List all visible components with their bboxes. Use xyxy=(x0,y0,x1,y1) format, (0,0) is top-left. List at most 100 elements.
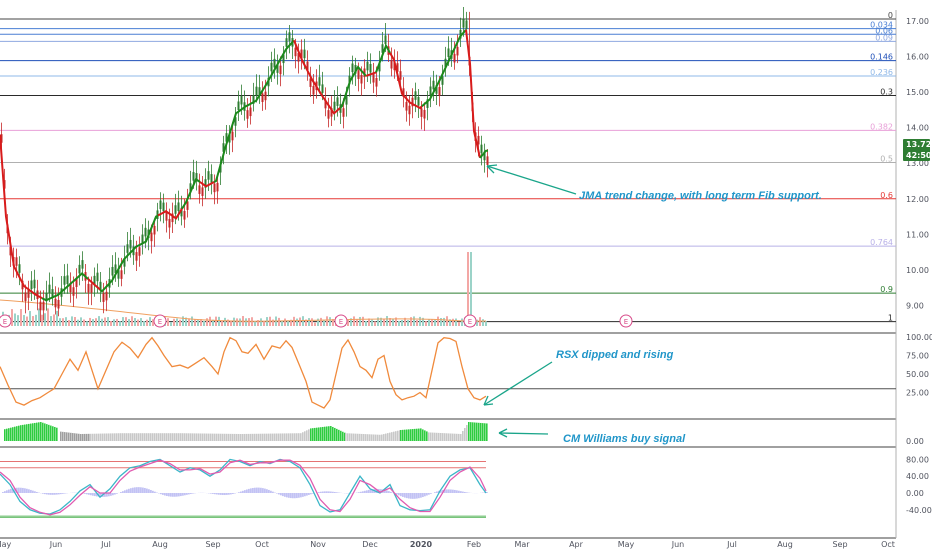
volume-bar xyxy=(167,318,169,326)
cmw-histogram-bar xyxy=(22,424,24,441)
stoch-histogram-bar xyxy=(94,493,96,497)
cmw-histogram-bar xyxy=(312,428,314,441)
candle-body xyxy=(426,99,429,108)
stoch-histogram-bar xyxy=(406,493,408,499)
jma-segment xyxy=(0,134,43,299)
stoch-line xyxy=(0,459,487,516)
volume-bar xyxy=(392,318,394,326)
stoch-histogram-bar xyxy=(276,493,278,494)
volume-bar xyxy=(437,316,439,326)
cmw-histogram-bar xyxy=(460,434,462,441)
time-axis[interactable]: May Jun Jul Aug Sep Oct Nov Dec 2020 Feb Mar Apr May… xyxy=(0,540,895,549)
cmw-histogram-bar xyxy=(124,433,126,441)
volume-bar xyxy=(140,318,142,326)
cmw-histogram-bar xyxy=(474,422,476,441)
cmw-histogram-bar xyxy=(232,433,234,441)
cmw-histogram-bar xyxy=(320,427,322,441)
annotation-cmw-arrow xyxy=(498,432,549,435)
stoch-histogram-bar xyxy=(464,491,466,493)
stoch-histogram-bar xyxy=(486,492,488,493)
time-tick-label: Oct xyxy=(255,540,269,549)
cmw-histogram-bar xyxy=(344,432,346,441)
candle-body xyxy=(417,97,420,106)
candle-body xyxy=(342,108,345,117)
stoch-histogram-bar xyxy=(304,493,306,497)
candle-body xyxy=(165,212,168,221)
stoch-histogram-bar xyxy=(24,488,26,493)
candle-body xyxy=(93,275,96,285)
cmw-histogram-bar xyxy=(294,433,296,441)
cmw-histogram-bar xyxy=(383,434,385,441)
candle-body xyxy=(444,58,447,68)
volume-bar xyxy=(185,317,187,326)
cmw-histogram-bar xyxy=(462,431,464,441)
candle-body xyxy=(18,264,21,273)
cmw-histogram-bar xyxy=(264,433,266,441)
volume-bar xyxy=(407,320,409,326)
cmw-histogram-bar xyxy=(140,433,142,441)
volume-bar xyxy=(224,317,226,326)
time-tick-label: Mar xyxy=(514,540,530,549)
candle-body xyxy=(87,283,90,293)
candle-body xyxy=(111,266,114,276)
stoch-histogram-bar xyxy=(370,489,372,493)
candle-body xyxy=(438,87,441,96)
stoch-histogram-bar xyxy=(46,493,48,495)
time-tick-label: May xyxy=(0,540,12,549)
cmw-histogram-bar xyxy=(56,427,58,441)
annotation-cmw-arrowhead xyxy=(498,428,508,438)
stoch-histogram-bar xyxy=(434,492,436,493)
stoch-histogram-bar xyxy=(8,489,10,493)
volume-bar xyxy=(398,320,400,326)
volume-bar xyxy=(455,318,457,326)
candle-body xyxy=(285,38,288,47)
stoch-histogram-bar xyxy=(380,489,382,493)
volume-bar xyxy=(92,319,94,326)
stoch-histogram-bar xyxy=(388,491,390,493)
volume-bar xyxy=(443,317,445,326)
volume-bar xyxy=(17,315,19,326)
stoch-histogram-bar xyxy=(270,490,272,493)
annotation-jma: JMA trend change, with long term Fib sup… xyxy=(486,164,822,202)
cmw-histogram-bar xyxy=(389,432,391,441)
stoch-histogram-bar xyxy=(56,493,58,495)
stoch-histogram-bar xyxy=(166,493,168,497)
cmw-histogram-bar xyxy=(296,433,298,441)
candle-body xyxy=(312,86,315,95)
volume-bar xyxy=(179,319,181,326)
stoch-histogram-bar xyxy=(452,489,454,493)
candle-body xyxy=(321,84,324,93)
stoch-histogram-bar xyxy=(28,489,30,493)
stoch-histogram-bar xyxy=(26,488,28,493)
stoch-histogram-bar xyxy=(52,493,54,495)
stoch-histogram-bar xyxy=(326,491,328,493)
cmw-histogram-bar xyxy=(26,424,28,441)
stoch-histogram-bar xyxy=(458,490,460,493)
cmw-histogram-bar xyxy=(416,428,418,441)
cmw-histogram-bar xyxy=(92,433,94,441)
volume-bar xyxy=(431,319,433,326)
candle-body xyxy=(99,281,102,291)
stoch-histogram-bar xyxy=(454,489,456,493)
stoch-histogram-bar xyxy=(250,488,252,493)
stoch-histogram-bar xyxy=(186,493,188,495)
candle-body xyxy=(303,49,306,59)
price-axis[interactable]: 17.00 16.00 15.00 14.00 13.00 12.00 11.00 10.00… xyxy=(906,17,929,311)
candle-body xyxy=(237,101,240,111)
stoch-histogram-bar xyxy=(300,493,302,498)
cmw-histogram-bar xyxy=(418,428,420,441)
stoch-histogram-bar xyxy=(278,493,280,495)
candle-body xyxy=(372,73,375,83)
last-price-value: 13.72 xyxy=(906,140,931,149)
stoch-histogram-bar xyxy=(414,493,416,499)
volume-bar xyxy=(116,318,118,326)
volume-bar xyxy=(233,317,235,326)
volume-bar xyxy=(173,318,175,326)
stoch-histogram-bar xyxy=(448,489,450,493)
cmw-histogram-bar xyxy=(212,433,214,441)
cmw-histogram-bar xyxy=(164,433,166,441)
cmw-histogram-bar xyxy=(198,433,200,441)
stoch-histogram-bar xyxy=(168,493,170,497)
